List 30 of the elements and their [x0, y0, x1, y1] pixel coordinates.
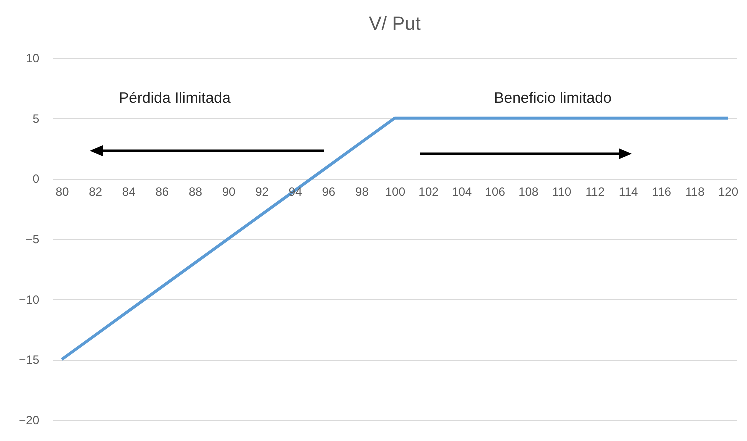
x-tick-label: 104	[452, 185, 472, 200]
y-tick-label: 10	[26, 52, 40, 66]
annotation: Beneficio limitado	[494, 90, 612, 107]
x-tick-label: 98	[356, 185, 370, 200]
x-tick-label: 92	[256, 185, 270, 200]
x-tick-label: 118	[686, 185, 706, 200]
y-tick-label: 0	[32, 172, 40, 186]
x-tick-label: 116	[652, 185, 672, 200]
y-tick-label: −10	[19, 292, 40, 307]
y-tick-label: 5	[32, 112, 40, 126]
x-tick-label: 100	[385, 185, 406, 200]
y-tick-label: −5	[26, 232, 40, 246]
x-tick-label: 120	[718, 185, 739, 200]
x-tick-label: 88	[189, 185, 203, 200]
chart-title: V/ Put	[369, 14, 422, 35]
x-tick-label: 106	[485, 185, 506, 200]
x-tick-label: 84	[122, 185, 136, 200]
x-tick-label: 112	[586, 185, 606, 200]
x-tick-label: 96	[322, 185, 336, 200]
annotation: Pérdida Ilimitada	[119, 90, 232, 107]
y-tick-label: −15	[19, 353, 40, 368]
y-tick-label: −20	[19, 414, 40, 428]
x-tick-label: 114	[619, 185, 638, 200]
x-tick-label: 110	[552, 185, 572, 200]
x-tick-label: 108	[518, 185, 540, 200]
x-tick-label: 102	[418, 185, 440, 200]
x-tick-label: 82	[89, 185, 103, 200]
x-tick-label: 90	[222, 185, 236, 200]
x-tick-label: 86	[156, 185, 170, 200]
x-tick-label: 80	[56, 185, 70, 200]
